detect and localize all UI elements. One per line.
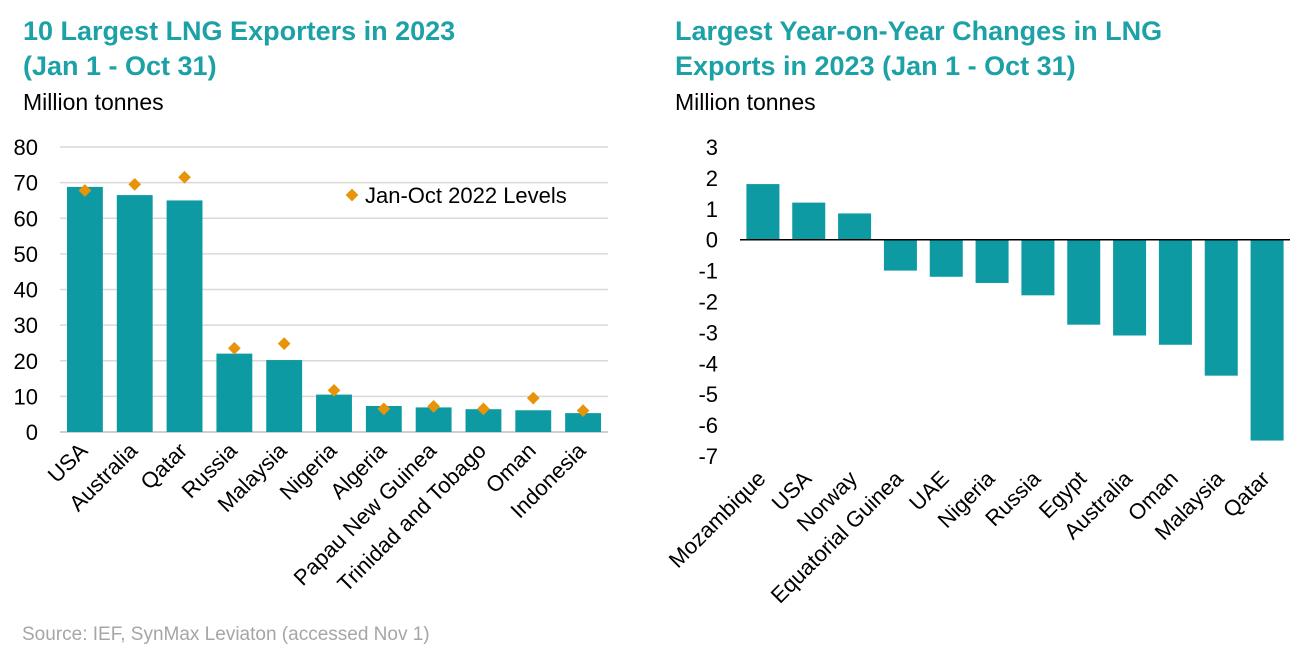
bar <box>465 409 502 432</box>
marker-2022 <box>377 402 391 416</box>
right-title-line-2: Exports in 2023 (Jan 1 - Oct 31) <box>675 51 1076 81</box>
x-tick-label: Mozambique <box>664 466 771 573</box>
bar <box>1204 239 1238 376</box>
left-title-line-2: (Jan 1 - Oct 31) <box>23 51 217 81</box>
y-tick-label: -5 <box>698 382 718 407</box>
right-chart-title: Largest Year-on-Year Changes in LNG Expo… <box>675 14 1162 84</box>
bar <box>929 239 963 277</box>
y-tick-label: -6 <box>698 413 718 438</box>
bar <box>515 410 552 432</box>
y-tick-label: -3 <box>698 320 718 345</box>
right-title-line-1: Largest Year-on-Year Changes in LNG <box>675 16 1163 46</box>
y-tick-label: 2 <box>706 166 718 191</box>
bar <box>116 195 153 432</box>
bar <box>565 413 602 432</box>
y-tick-label: -4 <box>698 351 718 376</box>
x-tick-label: Qatar <box>1218 466 1275 523</box>
y-tick-label: 30 <box>14 313 38 338</box>
bar <box>166 200 203 432</box>
bar <box>975 239 1009 283</box>
marker-2022 <box>327 383 341 397</box>
bar <box>316 394 352 432</box>
y-tick-label: 60 <box>14 206 38 231</box>
bar <box>1113 239 1147 336</box>
bar <box>792 202 826 240</box>
left-bar-chart: 01020304050607080USAAustraliaQatarRussia… <box>14 135 608 597</box>
y-tick-label: 1 <box>706 197 718 222</box>
bar <box>746 184 780 240</box>
marker-2022 <box>427 399 441 413</box>
left-chart-unit-label: Million tonnes <box>23 89 164 115</box>
y-tick-label: -1 <box>698 259 718 284</box>
bar <box>1067 239 1101 325</box>
marker-2022 <box>128 178 142 191</box>
bar <box>66 186 103 432</box>
right-bar-chart: 3210-1-2-3-4-5-6-7MozambiqueUSANorwayEqu… <box>664 135 1290 608</box>
marker-2022 <box>526 391 540 405</box>
marker-2022 <box>477 402 490 416</box>
marker-2022 <box>277 337 291 351</box>
y-tick-label: 80 <box>14 135 38 160</box>
x-tick-label: Nigeria <box>275 437 343 505</box>
y-tick-label: 3 <box>706 135 718 160</box>
bar <box>1158 239 1192 345</box>
y-tick-label: -7 <box>698 444 718 469</box>
y-tick-label: 0 <box>26 420 38 445</box>
left-title-line-1: 10 Largest LNG Exporters in 2023 <box>23 16 456 46</box>
y-tick-label: 10 <box>14 384 38 409</box>
bar <box>883 239 917 271</box>
bar <box>838 213 872 240</box>
bar <box>266 360 303 432</box>
legend-marker <box>345 188 359 202</box>
bar <box>1021 239 1055 296</box>
y-tick-label: 0 <box>706 228 718 253</box>
left-chart-title: 10 Largest LNG Exporters in 2023 (Jan 1 … <box>23 14 455 84</box>
bar <box>1250 239 1284 441</box>
legend-label: Jan-Oct 2022 Levels <box>365 183 567 208</box>
y-tick-label: 70 <box>14 171 38 196</box>
source-note: Source: IEF, SynMax Leviaton (accessed N… <box>22 624 430 645</box>
right-chart-unit-label: Million tonnes <box>675 89 816 115</box>
bar <box>216 353 253 432</box>
y-tick-label: 50 <box>14 242 38 267</box>
y-tick-label: 40 <box>14 278 38 303</box>
marker-2022 <box>227 341 241 355</box>
y-tick-label: 20 <box>14 349 38 374</box>
marker-2022 <box>178 170 191 184</box>
y-tick-label: -2 <box>698 290 718 315</box>
marker-2022 <box>78 184 92 197</box>
